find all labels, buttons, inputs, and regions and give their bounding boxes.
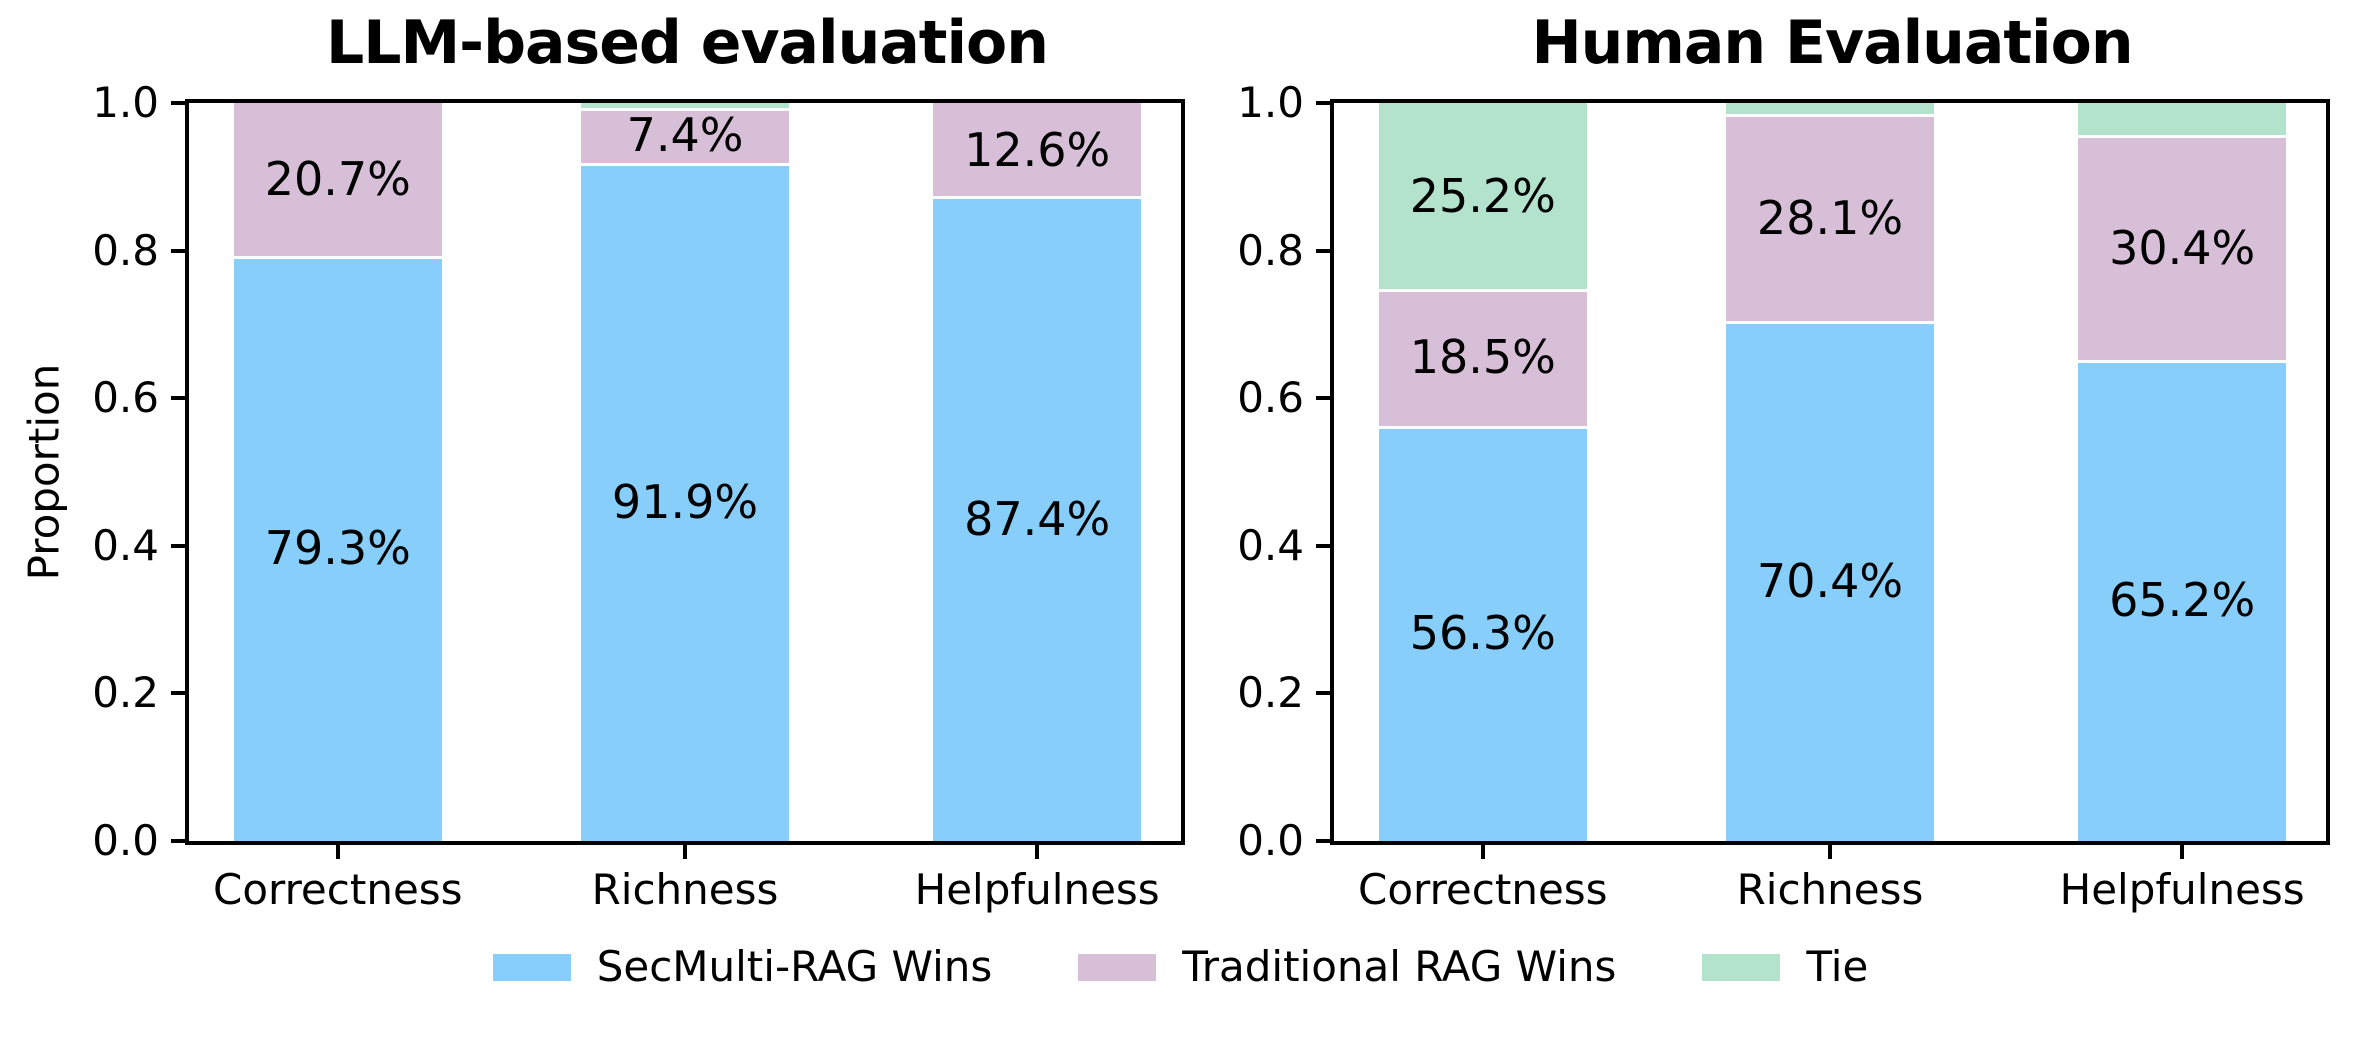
bar-value-label: 65.2% — [2109, 573, 2256, 628]
y-tick-label: 0.0 — [92, 816, 159, 865]
y-tick-label: 0.8 — [92, 225, 159, 275]
bar-value-label: 79.3% — [264, 521, 411, 576]
bar-segment — [580, 162, 790, 841]
x-tick-label: Helpfulness — [2059, 865, 2305, 914]
y-tick-label: 0.4 — [92, 520, 159, 570]
y-tick — [171, 543, 185, 548]
legend: SecMulti-RAG Wins Traditional RAG Wins Tie — [0, 932, 2361, 1002]
bar-value-label: 18.5% — [1409, 330, 1556, 385]
right-plot-area: 1.0 0.8 0.6 0.4 0.2 0.0 56.3% 18.5% 25.2% Correct… — [1237, 82, 2330, 911]
y-tick — [1316, 839, 1330, 843]
bar-segment — [233, 103, 442, 256]
left-panel-title: LLM-based evaluation — [325, 8, 1049, 78]
y-tick-label: 0.6 — [92, 373, 159, 423]
bar-value-label: 91.9% — [611, 474, 759, 529]
y-tick-label: 0.4 — [1237, 520, 1304, 570]
left-plot-area: 1.0 0.8 0.6 0.4 0.2 0.0 79.3% 20.7% Correctness 9… — [92, 82, 1185, 911]
legend-label: Traditional RAG Wins — [1182, 942, 1617, 991]
y-axis-label: Proportion — [19, 363, 69, 581]
y-tick — [171, 396, 185, 401]
legend-swatch — [492, 953, 571, 981]
bar-segment — [2078, 135, 2287, 360]
bar-segment — [580, 108, 790, 163]
legend-swatch — [1078, 953, 1157, 981]
bar-value-label: 87.4% — [964, 491, 1111, 546]
bar-value-label: 7.4% — [626, 108, 744, 163]
x-tick-label: Helpfulness — [914, 865, 1160, 914]
y-tick-label: 0.0 — [1237, 816, 1304, 865]
y-tick-label: 0.8 — [1237, 225, 1304, 275]
y-tick — [1316, 396, 1330, 401]
x-tick — [683, 845, 687, 859]
bar-segment — [1725, 114, 1935, 322]
right-panel-title: Human Evaluation — [1531, 8, 2133, 78]
bar-segment — [1378, 289, 1587, 426]
y-tick — [171, 101, 185, 105]
y-tick — [1316, 101, 1330, 105]
y-tick — [171, 839, 185, 843]
bar-segment — [2078, 359, 2287, 841]
y-tick — [1316, 691, 1330, 696]
y-tick-label: 1.0 — [1237, 78, 1304, 127]
bar-value-label: 12.6% — [964, 122, 1111, 177]
y-tick — [1316, 248, 1330, 253]
y-tick — [171, 248, 185, 253]
bar-value-label: 25.2% — [1409, 169, 1556, 223]
x-tick-label: Correctness — [1358, 865, 1608, 914]
bar-value-label: 30.4% — [2109, 220, 2256, 275]
y-tick — [1316, 543, 1330, 548]
bar-segment — [933, 103, 1142, 196]
x-tick-label: Richness — [591, 865, 779, 914]
bar-segment — [933, 196, 1142, 841]
legend-swatch — [1702, 953, 1781, 981]
legend-label: SecMulti-RAG Wins — [596, 942, 993, 991]
legend-item: SecMulti-RAG Wins — [492, 942, 993, 991]
bar-value-label: 20.7% — [264, 152, 411, 207]
y-tick-label: 0.2 — [1237, 668, 1304, 718]
y-tick-label: 0.2 — [92, 668, 159, 718]
bar-segment — [1378, 103, 1587, 289]
bar-value-label: 28.1% — [1756, 190, 1904, 245]
x-tick — [1480, 845, 1485, 859]
bar-segment — [233, 255, 442, 841]
y-tick-label: 0.6 — [1237, 373, 1304, 423]
bar-segment — [1725, 103, 1935, 115]
x-tick — [335, 845, 340, 859]
x-tick — [1035, 845, 1040, 859]
bar-segment — [580, 103, 790, 109]
bar-segment — [1378, 425, 1587, 841]
x-tick — [1828, 845, 1832, 859]
bar-segment — [1725, 321, 1935, 841]
bar-value-label: 56.3% — [1409, 606, 1556, 661]
y-tick-label: 1.0 — [92, 78, 159, 127]
x-tick-label: Richness — [1736, 865, 1924, 914]
bar-value-label: 70.4% — [1756, 554, 1904, 609]
bar-segment — [2078, 103, 2287, 136]
legend-label: Tie — [1806, 942, 1869, 991]
y-tick — [171, 691, 185, 696]
x-tick-label: Correctness — [213, 865, 463, 914]
x-tick — [2180, 845, 2185, 859]
legend-item: Traditional RAG Wins — [1078, 946, 1616, 988]
legend-item: Tie — [1702, 946, 1868, 988]
